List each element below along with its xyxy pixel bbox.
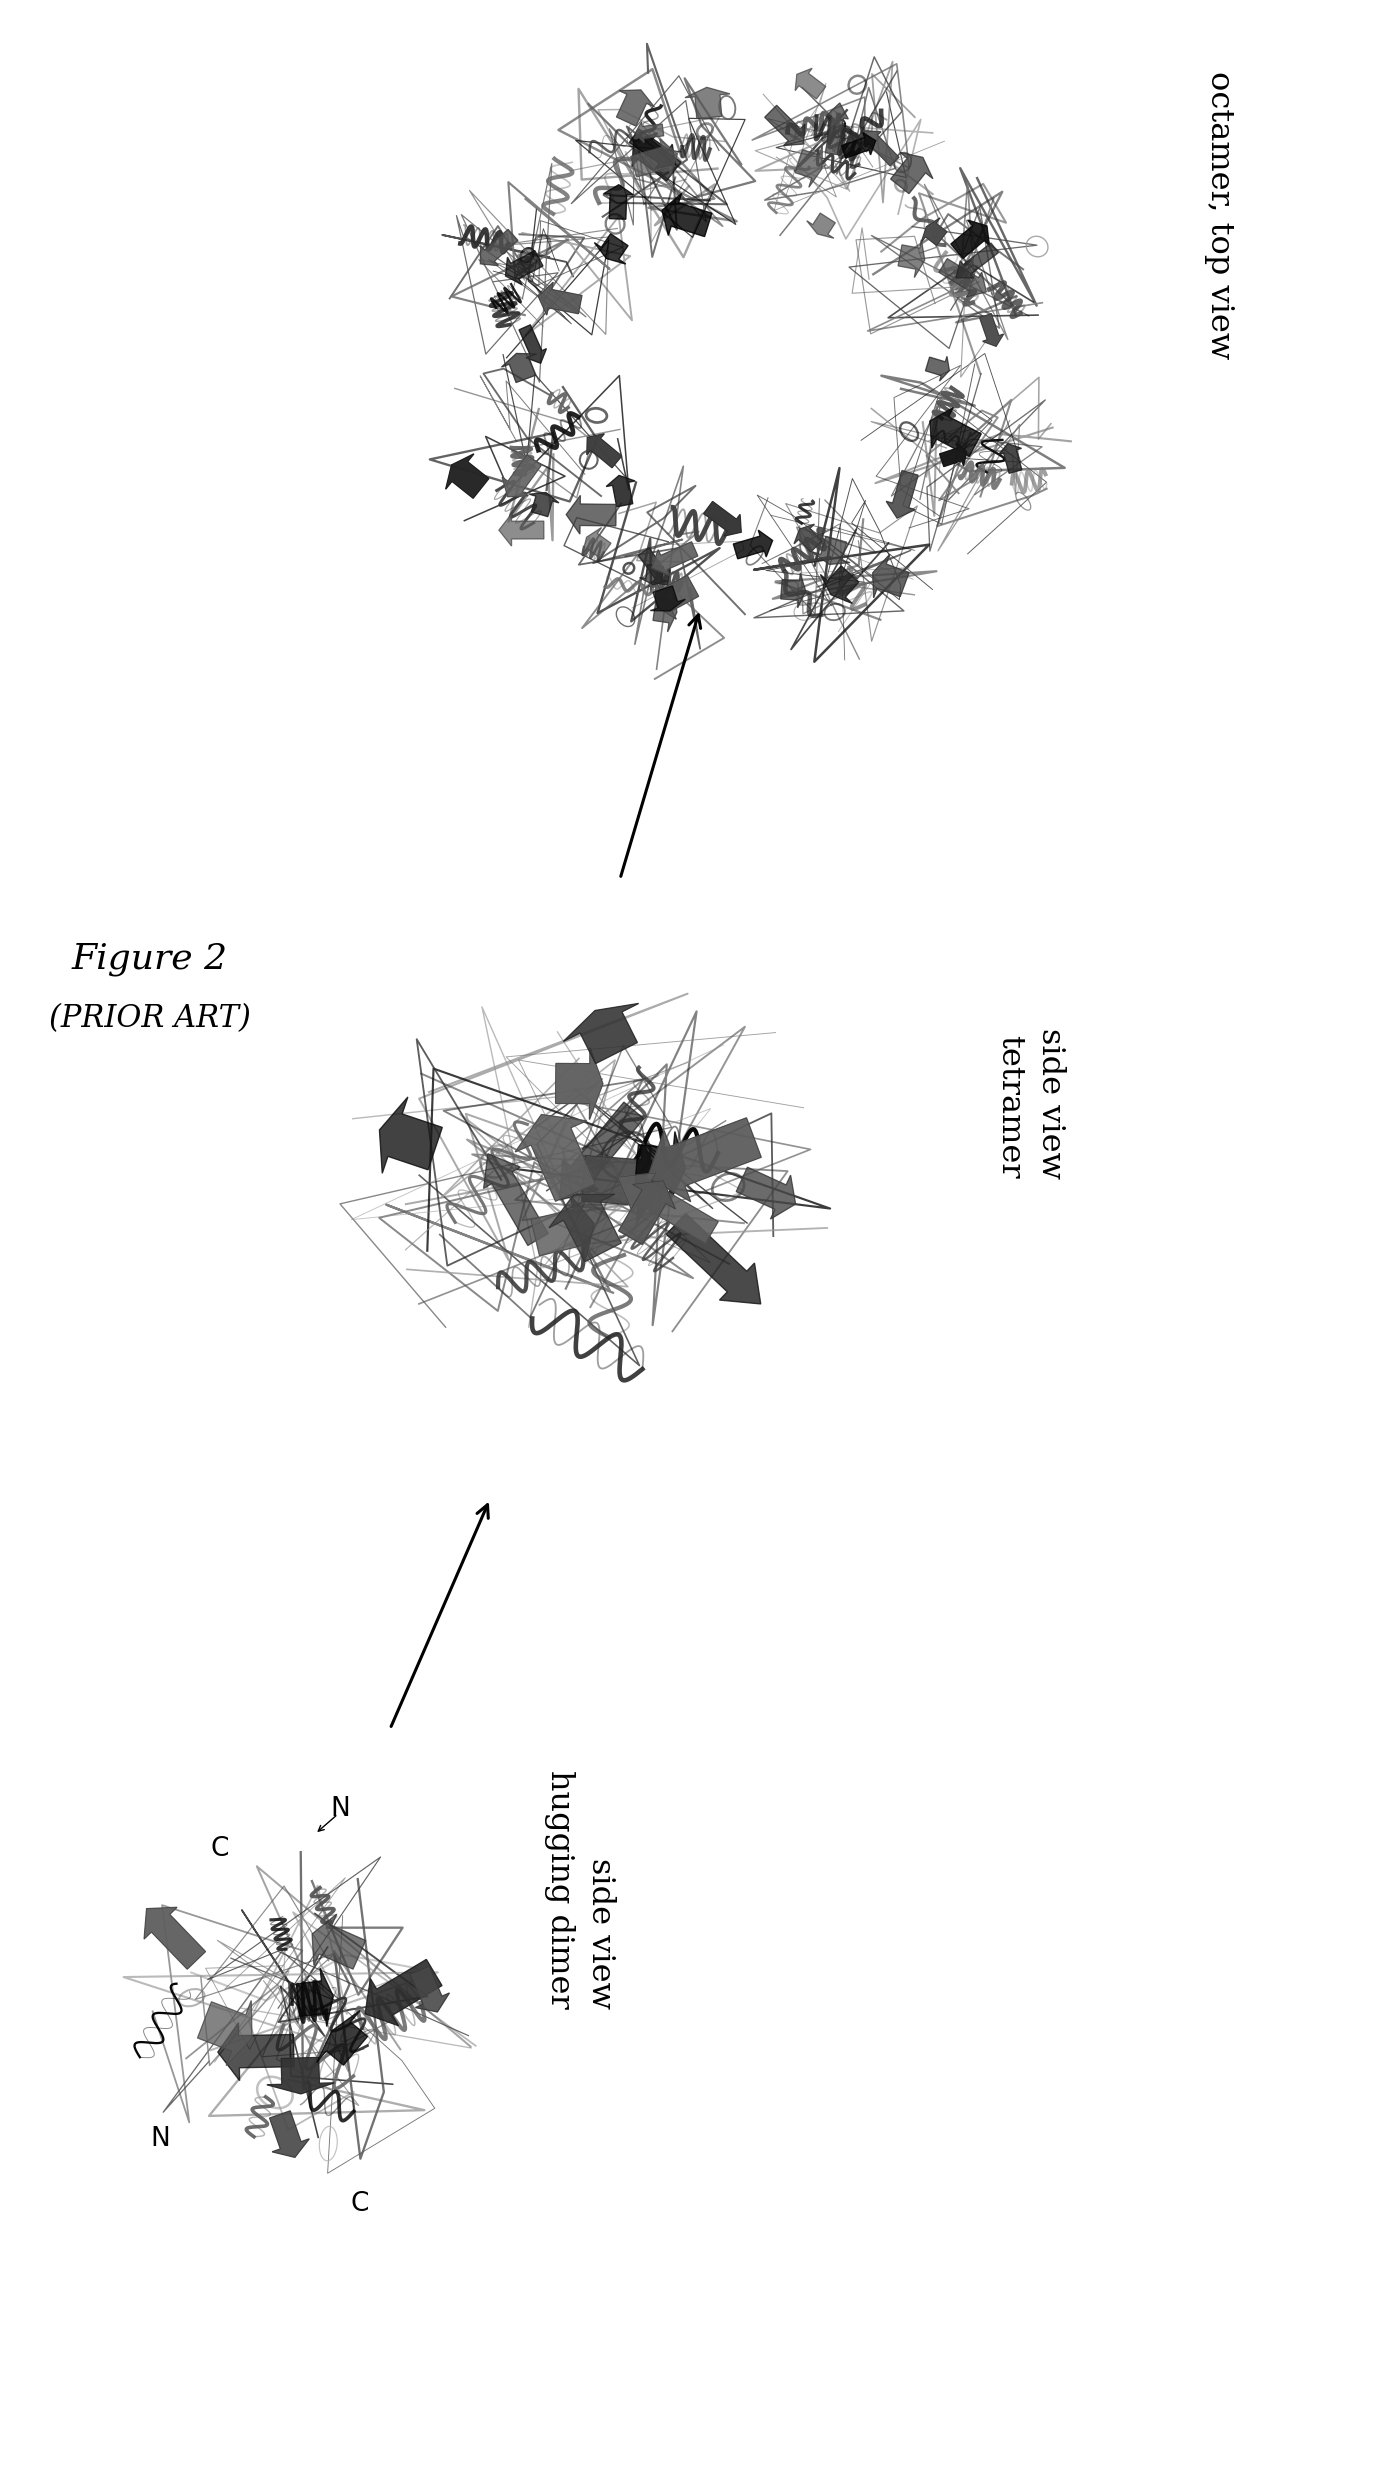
Polygon shape <box>587 434 621 469</box>
Text: N: N <box>331 1795 350 1822</box>
Polygon shape <box>653 590 677 632</box>
Polygon shape <box>630 129 675 169</box>
Polygon shape <box>951 221 990 258</box>
Polygon shape <box>217 2023 293 2080</box>
Polygon shape <box>796 69 826 99</box>
Polygon shape <box>379 1098 443 1173</box>
Polygon shape <box>616 89 655 126</box>
Polygon shape <box>581 1143 662 1225</box>
Polygon shape <box>498 513 544 545</box>
Polygon shape <box>940 444 967 466</box>
Polygon shape <box>483 1153 548 1244</box>
Polygon shape <box>531 1195 594 1259</box>
Polygon shape <box>502 454 541 496</box>
Polygon shape <box>812 535 850 565</box>
Polygon shape <box>549 1195 621 1262</box>
Text: hugging dimer: hugging dimer <box>544 1770 576 2008</box>
Polygon shape <box>198 2001 252 2065</box>
Polygon shape <box>617 1173 718 1244</box>
Polygon shape <box>566 496 616 533</box>
Polygon shape <box>666 1215 761 1304</box>
Polygon shape <box>635 1130 685 1205</box>
Polygon shape <box>821 565 859 602</box>
Polygon shape <box>559 1103 644 1200</box>
Text: N: N <box>149 2127 170 2152</box>
Polygon shape <box>736 1168 796 1220</box>
Text: side view: side view <box>1034 1029 1066 1180</box>
Text: Figure 2: Figure 2 <box>72 942 228 977</box>
Polygon shape <box>619 1180 675 1244</box>
Polygon shape <box>515 1116 595 1202</box>
Text: C: C <box>350 2191 370 2216</box>
Polygon shape <box>144 1906 205 1968</box>
Polygon shape <box>873 555 909 597</box>
Polygon shape <box>841 131 876 159</box>
Polygon shape <box>446 454 489 498</box>
Text: (PRIOR ART): (PRIOR ART) <box>48 1004 251 1034</box>
Polygon shape <box>296 1968 334 2025</box>
Polygon shape <box>267 2058 335 2095</box>
Text: C: C <box>210 1837 230 1862</box>
Polygon shape <box>796 146 822 188</box>
Polygon shape <box>865 131 900 166</box>
Text: side view: side view <box>584 1857 616 2008</box>
Polygon shape <box>781 573 805 607</box>
Polygon shape <box>938 258 987 297</box>
Polygon shape <box>606 476 635 506</box>
Polygon shape <box>886 471 918 518</box>
Polygon shape <box>794 523 822 553</box>
Polygon shape <box>317 2010 368 2065</box>
Text: octamer, top view: octamer, top view <box>1204 72 1236 359</box>
Polygon shape <box>765 104 805 146</box>
Polygon shape <box>930 407 981 456</box>
Polygon shape <box>270 2110 309 2157</box>
Text: tetramer: tetramer <box>995 1036 1026 1180</box>
Polygon shape <box>594 233 628 265</box>
Polygon shape <box>538 283 581 315</box>
Polygon shape <box>926 357 949 382</box>
Polygon shape <box>410 1966 450 2013</box>
Polygon shape <box>650 585 685 610</box>
Polygon shape <box>656 575 699 620</box>
Polygon shape <box>313 1914 365 1968</box>
Polygon shape <box>825 104 848 154</box>
Polygon shape <box>898 240 925 278</box>
Polygon shape <box>998 444 1021 473</box>
Polygon shape <box>891 151 933 193</box>
Polygon shape <box>703 501 742 535</box>
Polygon shape <box>734 531 772 558</box>
Polygon shape <box>529 493 559 516</box>
Polygon shape <box>807 213 836 238</box>
Circle shape <box>652 260 848 456</box>
Polygon shape <box>635 121 664 144</box>
Polygon shape <box>980 315 1003 347</box>
Polygon shape <box>519 325 547 364</box>
Polygon shape <box>639 565 668 585</box>
Polygon shape <box>652 543 698 575</box>
Polygon shape <box>648 1118 761 1202</box>
Polygon shape <box>922 218 947 245</box>
Polygon shape <box>956 243 998 278</box>
Polygon shape <box>555 1049 603 1121</box>
Polygon shape <box>501 354 537 382</box>
Polygon shape <box>365 1958 441 2025</box>
Polygon shape <box>480 231 518 265</box>
Polygon shape <box>631 139 677 176</box>
Polygon shape <box>632 134 681 181</box>
Polygon shape <box>662 193 711 236</box>
Polygon shape <box>603 186 634 218</box>
Polygon shape <box>505 250 543 285</box>
Polygon shape <box>638 548 670 585</box>
Polygon shape <box>563 1004 638 1063</box>
Polygon shape <box>583 528 610 558</box>
Polygon shape <box>685 87 729 119</box>
